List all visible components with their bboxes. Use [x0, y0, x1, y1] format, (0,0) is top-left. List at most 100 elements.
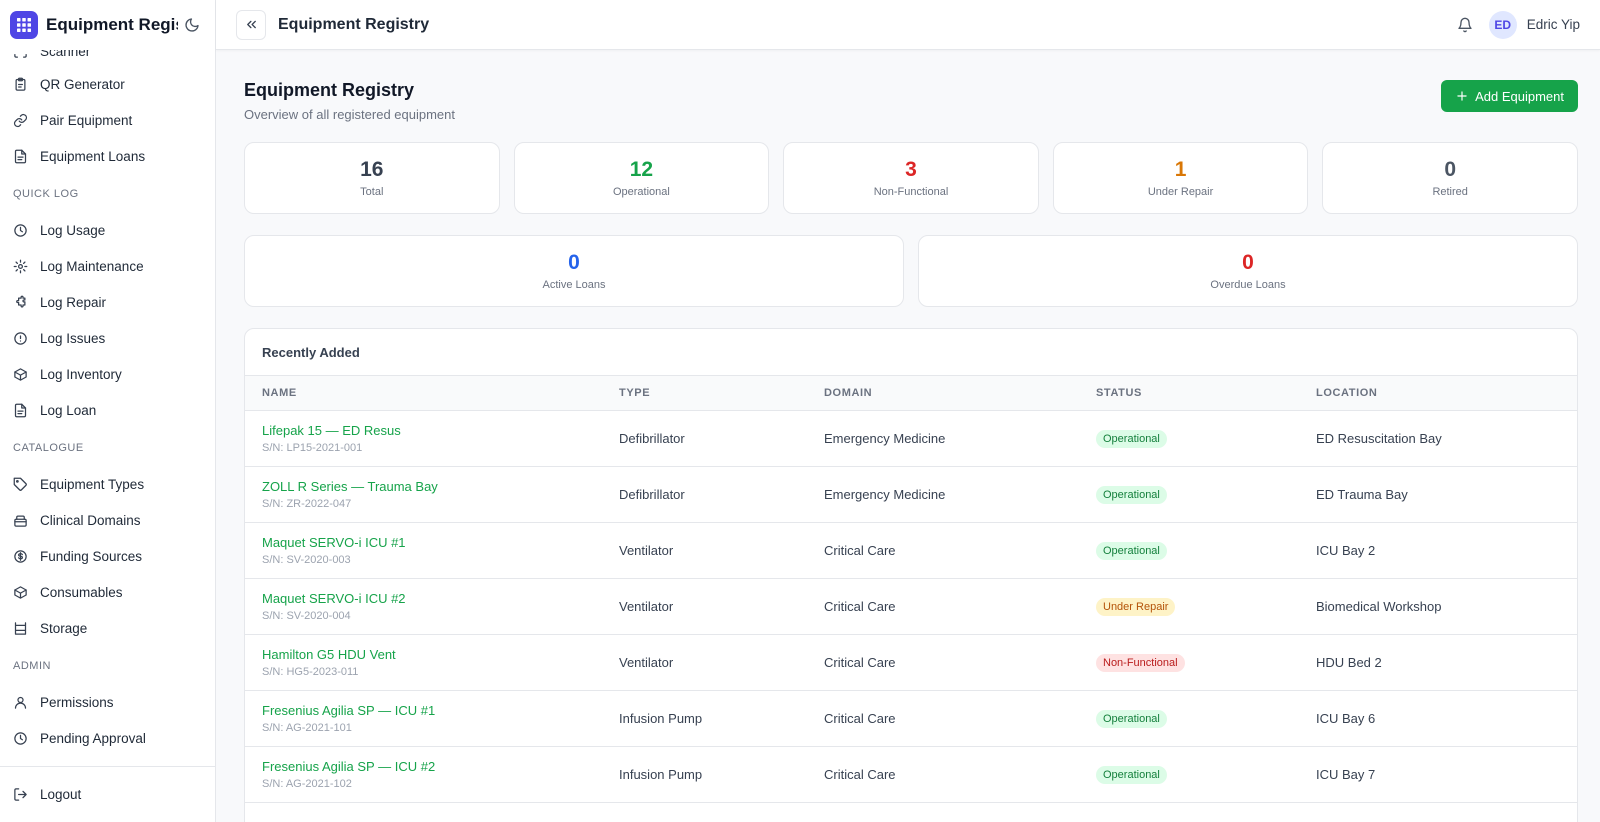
- cell-status: Under Repair: [1079, 579, 1299, 635]
- sidebar-item-label: QR Generator: [40, 76, 125, 92]
- cell-location: ED Resuscitation Bay: [1316, 431, 1442, 446]
- clock-icon: [14, 731, 27, 745]
- sidebar-item-equipment-types[interactable]: Equipment Types: [0, 466, 215, 502]
- sidebar-section-heading: QUICK LOG: [13, 188, 79, 200]
- cell-name: Hamilton G5 HDU Vent S/N: HG5-2023-011: [245, 635, 602, 691]
- cell-type: Ventilator: [619, 599, 674, 614]
- sidebar-item-label: Storage: [40, 620, 88, 636]
- stat-card-active-loans: 0 Active Loans: [244, 235, 904, 307]
- sidebar-item-log-issues[interactable]: Log Issues: [0, 320, 215, 356]
- sidebar-item-label: Equipment Loans: [40, 148, 146, 164]
- table-row[interactable]: Lifepak 15 — ED Resus S/N: LP15-2021-001 D…: [245, 411, 1577, 467]
- sidebar-item-pair-equipment[interactable]: Pair Equipment: [0, 102, 215, 138]
- equipment-name-link[interactable]: Hamilton G5 HDU Vent: [262, 647, 396, 662]
- column-header-status[interactable]: STATUS: [1096, 387, 1142, 399]
- sidebar-item-permissions[interactable]: Permissions: [0, 684, 215, 720]
- sidebar-item-log-inventory[interactable]: Log Inventory: [0, 356, 215, 392]
- equipment-name-link[interactable]: Fresenius Agilia SP — ICU #1: [262, 703, 436, 718]
- column-header-location[interactable]: LOCATION: [1316, 387, 1378, 399]
- equipment-serial: S/N: HG5-2023-011: [262, 666, 359, 678]
- sidebar-item-label: Log Inventory: [40, 366, 122, 382]
- column-header-type[interactable]: TYPE: [619, 387, 651, 399]
- table-row[interactable]: Maquet SERVO-i ICU #1 S/N: SV-2020-003 Ven…: [245, 523, 1577, 579]
- cell-status: Non-Functional: [1079, 635, 1299, 691]
- chevrons-left-icon: [246, 20, 256, 29]
- sidebar-item-label: Pending Approval: [40, 730, 146, 746]
- sidebar-item-funding-sources[interactable]: Funding Sources: [0, 538, 215, 574]
- sidebar-item-log-repair[interactable]: Log Repair: [0, 284, 215, 320]
- equipment-serial: S/N: SV-2020-003: [262, 554, 351, 566]
- equipment-name-link[interactable]: Lifepak 15 — ED Resus: [262, 423, 401, 438]
- cell-type: Ventilator: [619, 543, 674, 558]
- equipment-name-link[interactable]: Maquet SERVO-i ICU #1: [262, 535, 406, 550]
- equipment-name-link[interactable]: Maquet SERVO-i ICU #2: [262, 591, 406, 606]
- equipment-serial: S/N: AG-2021-101: [262, 722, 352, 734]
- dollar-circle-icon: [14, 549, 27, 563]
- user-area: ED Edric Yip: [1457, 10, 1580, 39]
- alert-circle-icon: [14, 331, 27, 345]
- add-equipment-button[interactable]: Add Equipment: [1441, 80, 1578, 112]
- link-icon: [13, 113, 28, 127]
- column-header-name[interactable]: NAME: [262, 387, 297, 399]
- sidebar-item-equipment-loans[interactable]: Equipment Loans: [0, 138, 215, 174]
- stat-value: 1: [1174, 158, 1187, 181]
- sidebar-item-label: Consumables: [40, 584, 123, 600]
- user-name[interactable]: Edric Yip: [1526, 17, 1580, 32]
- collapse-sidebar-button[interactable]: [236, 9, 266, 40]
- cell-location: ICU Bay 2: [1316, 543, 1376, 558]
- cell-location: ICU Bay 7: [1316, 767, 1376, 782]
- cell-status: Operational: [1079, 523, 1299, 579]
- sidebar-item-label: Funding Sources: [40, 548, 143, 564]
- equipment-serial: S/N: ZR-2022-047: [262, 498, 352, 510]
- column-header-domain[interactable]: DOMAIN: [824, 387, 873, 399]
- sidebar-nav: Scanner QR Generator Pair Equipment Equipm…: [0, 36, 215, 756]
- stat-value: 0: [1242, 251, 1254, 274]
- stat-value: 0: [1444, 158, 1457, 181]
- tag-icon: [13, 477, 27, 491]
- sidebar-item-consumables[interactable]: Consumables: [0, 574, 215, 610]
- cell-status: Operational: [1079, 747, 1299, 803]
- cell-type: Ventilator: [619, 655, 674, 670]
- page-title: Equipment Registry: [244, 80, 415, 100]
- bell-icon[interactable]: [1457, 17, 1473, 33]
- cell-status: Operational: [1079, 411, 1299, 467]
- archive-icon: [14, 515, 27, 527]
- sidebar-item-log-loan[interactable]: Log Loan: [0, 392, 215, 428]
- sidebar-item-pending-approval[interactable]: Pending Approval: [0, 720, 215, 756]
- equipment-table: NAME TYPE DOMAIN STATUS LOCATION Lifepak 15 …: [245, 375, 1577, 803]
- table-row[interactable]: Maquet SERVO-i ICU #2 S/N: SV-2020-004 Ven…: [245, 579, 1577, 635]
- box-icon: [14, 367, 27, 381]
- cell-domain: Emergency Medicine: [824, 431, 946, 446]
- status-badge: Under Repair: [1096, 597, 1176, 616]
- avatar[interactable]: ED: [1488, 10, 1517, 39]
- status-badge: Operational: [1096, 765, 1167, 784]
- table-row[interactable]: ZOLL R Series — Trauma Bay S/N: ZR-2022-0…: [245, 467, 1577, 523]
- sidebar-item-log-maintenance[interactable]: Log Maintenance: [0, 248, 215, 284]
- sidebar-item-qr-generator[interactable]: QR Generator: [0, 66, 215, 102]
- cell-name: Lifepak 15 — ED Resus S/N: LP15-2021-001: [245, 411, 602, 467]
- cell-location: ICU Bay 6: [1316, 711, 1376, 726]
- stat-card-retired: 0 Retired: [1322, 142, 1578, 214]
- status-badge: Operational: [1096, 541, 1167, 560]
- stat-label: Non-Functional: [873, 186, 949, 198]
- equipment-name-link[interactable]: Fresenius Agilia SP — ICU #2: [262, 759, 436, 774]
- logout-label: Logout: [40, 787, 82, 802]
- sidebar-item-label: Log Maintenance: [40, 258, 144, 274]
- clipboard-icon: [15, 77, 26, 91]
- sidebar-item-storage[interactable]: Storage: [0, 610, 215, 646]
- table-row[interactable]: Hamilton G5 HDU Vent S/N: HG5-2023-011 Ven…: [245, 635, 1577, 691]
- cell-name: ZOLL R Series — Trauma Bay S/N: ZR-2022-0…: [245, 467, 602, 523]
- equipment-serial: S/N: LP15-2021-001: [262, 442, 363, 454]
- equipment-name-link[interactable]: ZOLL R Series — Trauma Bay: [262, 479, 438, 494]
- moon-icon[interactable]: [184, 17, 200, 33]
- stat-card-under-repair: 1 Under Repair: [1052, 142, 1309, 214]
- logout-button[interactable]: Logout: [0, 766, 215, 822]
- grid-icon[interactable]: [10, 11, 38, 39]
- table-row[interactable]: Fresenius Agilia SP — ICU #2 S/N: AG-2021…: [245, 747, 1577, 803]
- sidebar-item-clinical-domains[interactable]: Clinical Domains: [0, 502, 215, 538]
- sidebar-item-log-usage[interactable]: Log Usage: [0, 212, 215, 248]
- table-header-row: NAME TYPE DOMAIN STATUS LOCATION: [245, 375, 1577, 411]
- table-row[interactable]: Fresenius Agilia SP — ICU #1 S/N: AG-2021…: [245, 691, 1577, 747]
- status-badge: Operational: [1096, 429, 1167, 448]
- stat-label: Overdue Loans: [1210, 279, 1286, 291]
